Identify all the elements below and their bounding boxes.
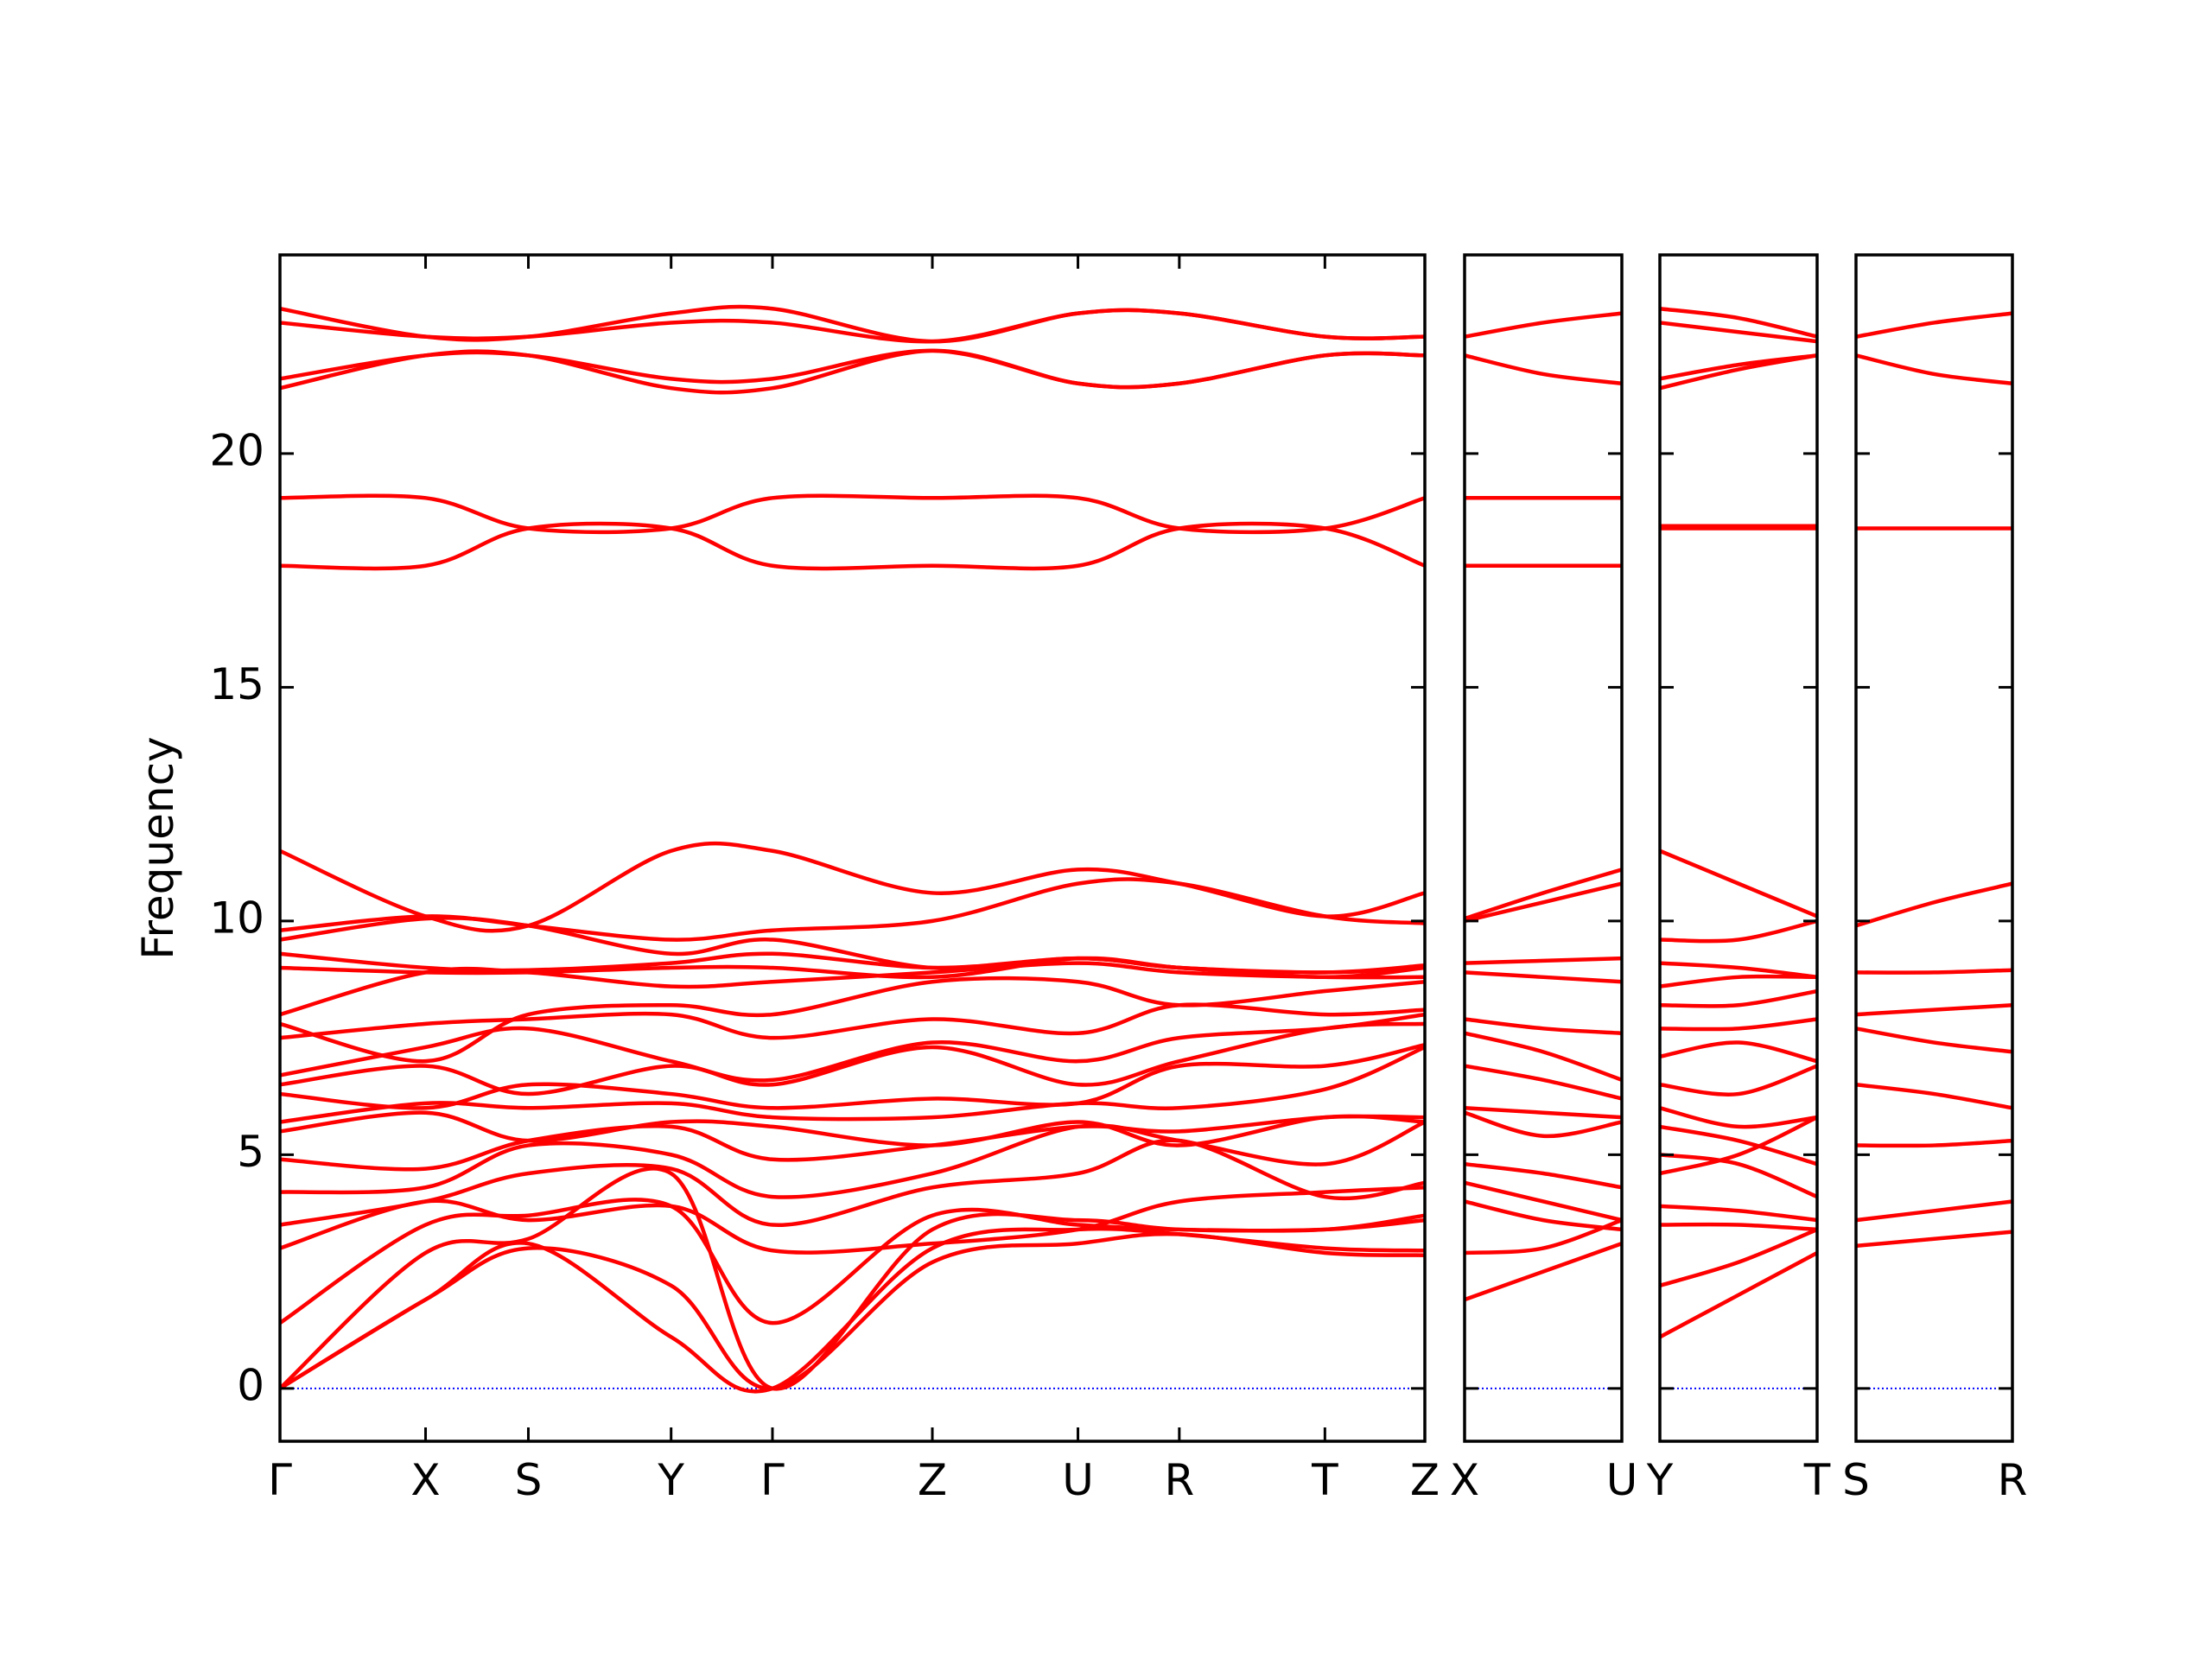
band-line <box>1659 321 1818 344</box>
band-line <box>279 308 1426 344</box>
band-line <box>1659 1124 1818 1166</box>
band-line <box>1855 1138 2013 1148</box>
x-tick-label: Y <box>657 1455 684 1505</box>
band-line <box>1659 1116 1818 1176</box>
band-line <box>1855 1082 2013 1110</box>
band-line <box>279 1021 1426 1096</box>
x-tick-label: Z <box>918 1455 947 1505</box>
x-tick-label: S <box>1842 1455 1870 1505</box>
x-tick-label: Γ <box>268 1455 292 1505</box>
band-line <box>1464 868 1623 921</box>
band-line <box>1659 353 1818 391</box>
band-line <box>278 1231 1426 1391</box>
band-line <box>279 1138 1426 1227</box>
band-line <box>1659 974 1818 988</box>
band-line <box>1659 1153 1818 1199</box>
band-line <box>279 976 1426 1064</box>
band-line <box>279 1114 1426 1172</box>
x-tick-label: R <box>1164 1455 1194 1505</box>
band-line <box>278 1226 1426 1394</box>
band-line <box>1464 1218 1623 1255</box>
band-line <box>278 1198 1426 1325</box>
band-line <box>279 1043 1426 1110</box>
band-line <box>1855 1003 2013 1017</box>
band-line <box>279 521 1426 571</box>
band-line <box>1659 306 1818 339</box>
band-line <box>1464 1064 1623 1101</box>
x-tick-label: R <box>1998 1455 2028 1505</box>
band-line <box>1855 311 2013 339</box>
x-tick-label: X <box>1450 1455 1479 1505</box>
band-line <box>1855 353 2013 386</box>
y-axis-label: Frequency <box>133 736 183 959</box>
band-line <box>1659 988 1818 1008</box>
band-line <box>1659 1040 1818 1064</box>
x-tick-label: U <box>1606 1455 1638 1505</box>
band-line <box>1659 1204 1818 1223</box>
y-tick-label: 10 <box>209 893 264 943</box>
band-line <box>1464 1017 1623 1035</box>
band-line <box>279 1185 1426 1255</box>
band-line <box>1855 1027 2013 1054</box>
y-tick-label: 0 <box>237 1360 264 1410</box>
band-line <box>1464 1031 1623 1082</box>
band-line <box>1464 956 1623 965</box>
band-line <box>1464 1161 1623 1190</box>
band-line <box>1464 881 1623 924</box>
band-line <box>279 1120 1426 1199</box>
axes-frame <box>1463 253 1624 1443</box>
band-line <box>1659 1222 1818 1232</box>
band-line <box>1464 1242 1623 1302</box>
axes-frame <box>278 253 1427 1443</box>
band-line <box>279 493 1426 535</box>
band-line <box>279 1002 1426 1040</box>
band-line <box>1855 1230 2013 1249</box>
band-line <box>1855 881 2013 928</box>
band-line <box>1659 1064 1818 1096</box>
band-line <box>279 1012 1426 1083</box>
x-tick-label: Y <box>1646 1455 1674 1505</box>
band-line <box>1659 1017 1818 1032</box>
band-line <box>1464 1180 1623 1223</box>
y-tick-label: 5 <box>237 1127 264 1177</box>
band-line <box>1659 1227 1818 1288</box>
band-line <box>1855 968 2013 975</box>
band-line <box>1659 1106 1818 1129</box>
band-line <box>279 1110 1426 1147</box>
x-tick-label: T <box>1311 1455 1338 1505</box>
x-tick-label: Γ <box>760 1455 785 1505</box>
y-tick-label: 20 <box>209 425 264 475</box>
band-line <box>279 1045 1426 1124</box>
band-line <box>1464 353 1623 386</box>
band-line <box>1855 1199 2013 1223</box>
axes-frame <box>1658 253 1819 1443</box>
band-line <box>1464 1106 1623 1120</box>
band-line <box>1659 849 1818 918</box>
band-line <box>1464 311 1623 339</box>
axes-frame <box>1854 253 2014 1443</box>
band-line <box>279 348 1426 395</box>
y-tick-label: 15 <box>209 659 264 709</box>
band-line <box>1659 961 1818 980</box>
band-line <box>279 841 1426 933</box>
x-tick-label: U <box>1062 1455 1094 1505</box>
x-tick-label: Z <box>1410 1455 1440 1505</box>
band-line <box>279 877 1426 942</box>
x-tick-label: S <box>515 1455 543 1505</box>
band-line <box>1658 1251 1819 1339</box>
x-tick-label: X <box>410 1455 440 1505</box>
band-line <box>1464 1110 1623 1139</box>
band-line <box>1659 918 1818 944</box>
band-line <box>1464 970 1623 984</box>
x-tick-label: T <box>1803 1455 1831 1505</box>
